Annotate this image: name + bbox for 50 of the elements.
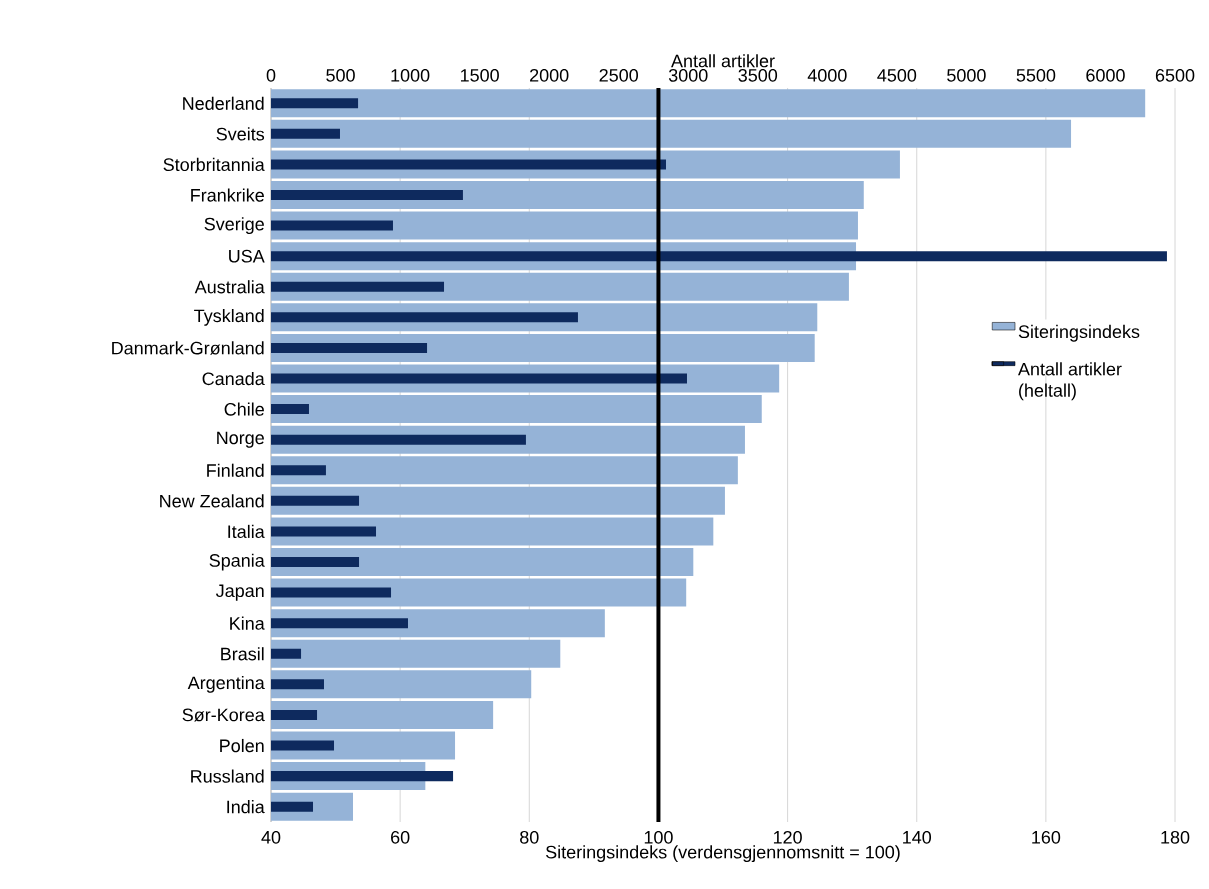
- y-tick-label: Argentina: [187, 675, 265, 693]
- y-tick-label: Sveits: [216, 127, 265, 141]
- x2-tick-label: 3500: [738, 68, 778, 82]
- x-tick-label: 160: [1032, 830, 1061, 844]
- y-tick-label: New Zealand: [160, 494, 264, 508]
- x-tick-label: 80: [520, 830, 539, 844]
- y-tick-label: Nederland: [183, 96, 264, 110]
- y-tick-label: Spania: [209, 553, 265, 571]
- y-tick-label: Norge: [217, 431, 264, 448]
- x2-tick-label: 2500: [599, 68, 639, 82]
- y-tick-label: Canada: [202, 371, 265, 386]
- y-tick-label: India: [227, 800, 265, 814]
- x2-tick-label: 2000: [530, 68, 569, 82]
- y-tick-label: Italia: [228, 524, 265, 539]
- x2-tick-label: 0: [266, 68, 276, 82]
- legend-label: Siteringsindeks: [1018, 324, 1140, 342]
- y-tick-label: Finland: [207, 463, 264, 477]
- x2-tick-label: 1000: [391, 68, 430, 82]
- x-axis-title: Siteringsindeks (verdensgjennomsnitt = 100): [545, 845, 900, 863]
- y-tick-label: Polen: [220, 738, 264, 753]
- x-tick-label: 180: [1161, 830, 1190, 844]
- x-tick-label: 140: [903, 830, 932, 844]
- x2-tick-label: 500: [326, 68, 355, 82]
- y-tick-label: Japan: [215, 584, 264, 601]
- y-tick-label: Australia: [194, 280, 265, 294]
- y-tick-label: Brasil: [221, 647, 264, 661]
- y-tick-label: USA: [229, 249, 265, 263]
- legend-label: Antall artikler (heltall): [1017, 362, 1122, 401]
- y-tick-label: Kina: [230, 616, 265, 630]
- x2-tick-label: 6000: [1086, 68, 1125, 82]
- x2-tick-label: 5500: [1016, 68, 1056, 82]
- x-tick-label: 40: [261, 830, 281, 844]
- y-tick-label: Storbritannia: [163, 157, 265, 172]
- x2-axis-title: Antall artikler: [671, 54, 775, 68]
- x2-tick-label: 1500: [460, 68, 499, 82]
- y-tick-label: Danmark-Grønland: [112, 341, 264, 355]
- x2-tick-label: 3000: [668, 68, 708, 82]
- x2-tick-label: 5000: [947, 68, 986, 82]
- x2-tick-label: 4500: [877, 68, 917, 82]
- x2-tick-label: 4000: [807, 68, 847, 82]
- x-tick-label: 100: [644, 830, 673, 844]
- y-tick-label: Frankrike: [191, 188, 264, 202]
- x-tick-label: 120: [773, 830, 802, 844]
- y-tick-label: Sør-Korea: [182, 708, 265, 722]
- x-tick-label: 60: [391, 830, 410, 844]
- x2-tick-label: 6500: [1155, 68, 1195, 82]
- y-tick-label: Tyskland: [194, 308, 264, 326]
- y-tick-label: Sverige: [204, 217, 264, 235]
- y-tick-label: Chile: [224, 402, 264, 416]
- y-tick-label: Russland: [191, 769, 264, 783]
